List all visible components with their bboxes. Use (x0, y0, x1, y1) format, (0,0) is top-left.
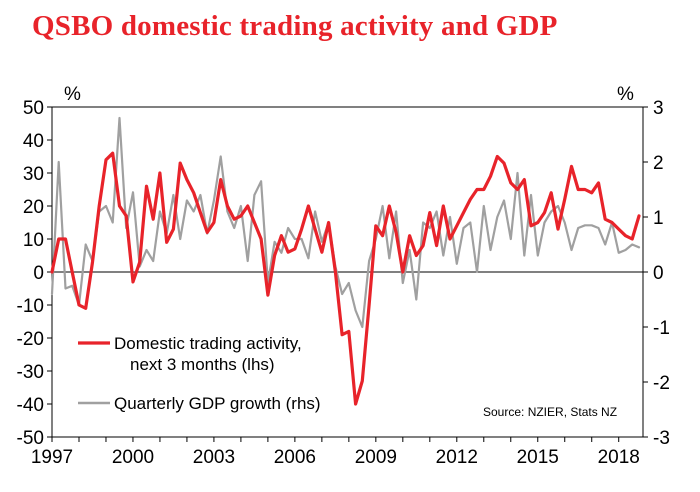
right-tick-label: -2 (653, 373, 670, 394)
x-tick-label: 2009 (355, 447, 397, 468)
x-tick-label: 2006 (274, 447, 316, 468)
legend-label-domestic-line1: Domestic trading activity, (114, 334, 302, 353)
right-tick-label: -3 (653, 428, 670, 449)
right-tick-label: 2 (653, 153, 664, 174)
right-tick-label: 3 (653, 98, 664, 119)
left-tick-label: 0 (33, 263, 44, 284)
x-tick-label: 2018 (598, 447, 640, 468)
x-axis: 1997 2000 2003 2006 2009 2012 2015 2018 (31, 437, 640, 468)
legend: Domestic trading activity, next 3 months… (78, 334, 321, 413)
left-tick-label: -40 (17, 395, 44, 416)
series-line-quarterly-gdp-growth (50, 116, 641, 329)
left-tick-label: -30 (17, 362, 44, 383)
series-layer (50, 116, 641, 406)
left-tick-label: 20 (23, 197, 44, 218)
left-tick-label: 30 (23, 164, 44, 185)
right-axis: 3 2 1 0 -1 -2 -3 (643, 98, 670, 449)
left-tick-label: -50 (17, 428, 44, 449)
x-tick-label: 2012 (436, 447, 478, 468)
x-tick-label: 1997 (31, 447, 73, 468)
x-tick-label: 2015 (517, 447, 559, 468)
left-tick-label: 50 (23, 98, 44, 119)
left-axis: 50 40 30 20 10 0 -10 -20 -30 -40 -50 (17, 98, 52, 449)
left-tick-label: -20 (17, 329, 44, 350)
right-axis-unit: % (617, 84, 634, 105)
left-tick-label: -10 (17, 296, 44, 317)
chart-title: QSBO domestic trading activity and GDP (32, 10, 558, 42)
source-note: Source: NZIER, Stats NZ (483, 405, 617, 419)
left-tick-label: 10 (23, 230, 44, 251)
right-tick-label: 0 (653, 263, 664, 284)
legend-label-gdp: Quarterly GDP growth (rhs) (114, 394, 321, 413)
right-tick-label: -1 (653, 318, 670, 339)
x-tick-label: 2000 (112, 447, 154, 468)
right-tick-label: 1 (653, 208, 664, 229)
left-tick-label: 40 (23, 131, 44, 152)
series-line-domestic-trading-activity (50, 151, 641, 406)
x-tick-label: 2003 (193, 447, 235, 468)
legend-label-domestic-line2: next 3 months (lhs) (130, 355, 275, 374)
left-axis-unit: % (64, 84, 81, 105)
